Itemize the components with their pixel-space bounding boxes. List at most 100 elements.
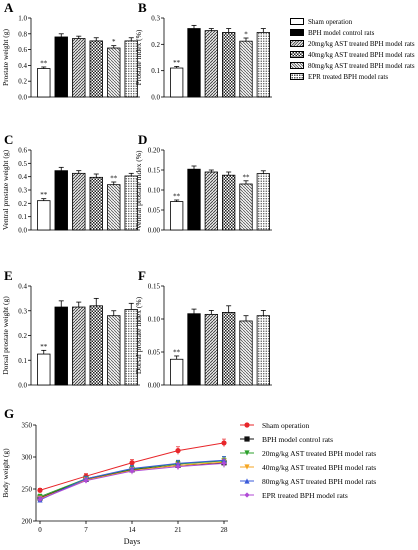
legend-label: BPH model control rats — [308, 28, 375, 37]
legend-swatch — [290, 18, 304, 25]
bar — [256, 315, 270, 386]
bar — [204, 30, 218, 98]
x-tick-label: 0 — [38, 526, 42, 534]
legend-item: 80mg/kg AST treated BPH model rats — [290, 60, 416, 71]
bar — [37, 68, 51, 98]
bar — [72, 172, 86, 231]
data-point — [244, 492, 250, 498]
panel-letter: G — [4, 406, 14, 421]
significance-mark: ** — [40, 59, 48, 67]
panel-letter: A — [4, 0, 14, 15]
legend-label: Sham operation — [262, 420, 310, 430]
bar — [89, 305, 103, 386]
bar — [204, 171, 218, 231]
y-axis-label: Dorsal prostate weight (g) — [1, 296, 10, 375]
legend-swatch — [290, 29, 304, 36]
y-tick-label: 0.3 — [18, 187, 27, 195]
bar — [170, 201, 184, 231]
y-axis-label: Prostate index (%) — [134, 29, 143, 85]
y-axis-label: Dorsal prostate index (%) — [134, 296, 143, 374]
legend-item: Sham operation — [240, 418, 416, 432]
data-point — [244, 436, 250, 442]
x-tick-label: 7 — [84, 526, 88, 534]
bar — [239, 320, 253, 386]
legend-marker — [240, 492, 254, 498]
legend-marker — [240, 422, 254, 428]
bar — [187, 28, 201, 98]
panel-letter: D — [138, 132, 147, 147]
legend-label: 40mg/kg AST treated BPH model rats — [262, 462, 377, 472]
bar — [204, 313, 218, 386]
y-tick-label: 0.0 — [18, 227, 27, 235]
y-tick-label: 0.20 — [148, 147, 161, 155]
x-tick-label: 28 — [221, 526, 229, 534]
bar — [54, 36, 68, 98]
bar — [107, 47, 121, 98]
bar — [107, 315, 121, 386]
bar — [89, 40, 103, 98]
significance-mark: ** — [173, 348, 181, 356]
bar — [187, 313, 201, 386]
y-tick-label: 0.1 — [18, 213, 27, 221]
y-tick-label: 0.10 — [148, 316, 161, 324]
legend-label: 80mg/kg AST treated BPH model rats — [308, 61, 415, 70]
significance-mark: ** — [40, 343, 48, 351]
bar — [222, 311, 236, 386]
bar — [256, 32, 270, 98]
y-axis-label: Ventral prostate index (%) — [134, 150, 143, 229]
bar — [72, 306, 86, 386]
legend-label: Sham operation — [308, 17, 353, 26]
legend-item: BPH model control rats — [290, 27, 416, 38]
legend-item: EPR treated BPH model rats — [240, 488, 416, 502]
data-point — [83, 478, 89, 484]
y-tick-label: 0.2 — [18, 78, 27, 86]
bar — [107, 184, 121, 231]
bar — [54, 170, 68, 231]
significance-mark: ** — [243, 173, 251, 181]
bar — [89, 176, 103, 231]
significance-mark: * — [112, 38, 116, 46]
significance-mark: ** — [173, 193, 181, 201]
legend-label: EPR treated BPH model rats — [262, 490, 348, 500]
y-tick-label: 200 — [22, 518, 33, 526]
y-tick-label: 0.00 — [148, 227, 161, 235]
bar-legend: Sham operation BPH model control rats 20mg… — [290, 16, 416, 82]
y-tick-label: 0.3 — [151, 15, 160, 23]
y-tick-label: 350 — [22, 422, 33, 430]
significance-mark: * — [244, 31, 248, 39]
legend-marker — [240, 464, 254, 470]
panel-f: F 0.00 0.05 0.10 0.15 Dorsal prostate index (… — [134, 268, 272, 390]
x-tick-label: 21 — [175, 526, 183, 534]
significance-mark: ** — [173, 59, 181, 67]
data-point — [129, 468, 135, 474]
bar — [170, 358, 184, 386]
legend-swatch — [290, 51, 304, 58]
legend-item: 40mg/kg AST treated BPH model rats — [240, 460, 416, 474]
legend-swatch — [290, 62, 304, 69]
y-tick-label: 0.2 — [18, 332, 27, 340]
y-tick-label: 0.1 — [151, 67, 160, 75]
panel-letter: C — [4, 132, 13, 147]
panel-letter: B — [138, 0, 147, 15]
legend-swatch — [290, 40, 304, 47]
y-tick-label: 0.1 — [18, 357, 27, 365]
y-tick-label: 0.15 — [148, 283, 161, 291]
y-tick-label: 0.15 — [148, 167, 161, 175]
y-tick-label: 0.8 — [18, 30, 27, 38]
panel-d: D 0.00 0.05 0.10 0.15 0.20 Ventral prostate in… — [134, 132, 272, 235]
y-tick-label: 0.0 — [18, 382, 27, 390]
legend-item: EPR treated BPH model rats — [290, 71, 416, 82]
legend-label: 80mg/kg AST treated BPH model rats — [262, 476, 377, 486]
panel-letter: F — [138, 268, 146, 283]
y-tick-label: 0.10 — [148, 187, 161, 195]
data-point — [244, 422, 250, 428]
bar — [256, 173, 270, 231]
y-tick-label: 0.0 — [18, 94, 27, 102]
legend-swatch — [290, 73, 304, 80]
y-tick-label: 0.5 — [18, 160, 27, 168]
legend-marker — [240, 478, 254, 484]
significance-mark: ** — [110, 175, 118, 183]
bar — [170, 67, 184, 98]
legend-marker — [240, 450, 254, 456]
